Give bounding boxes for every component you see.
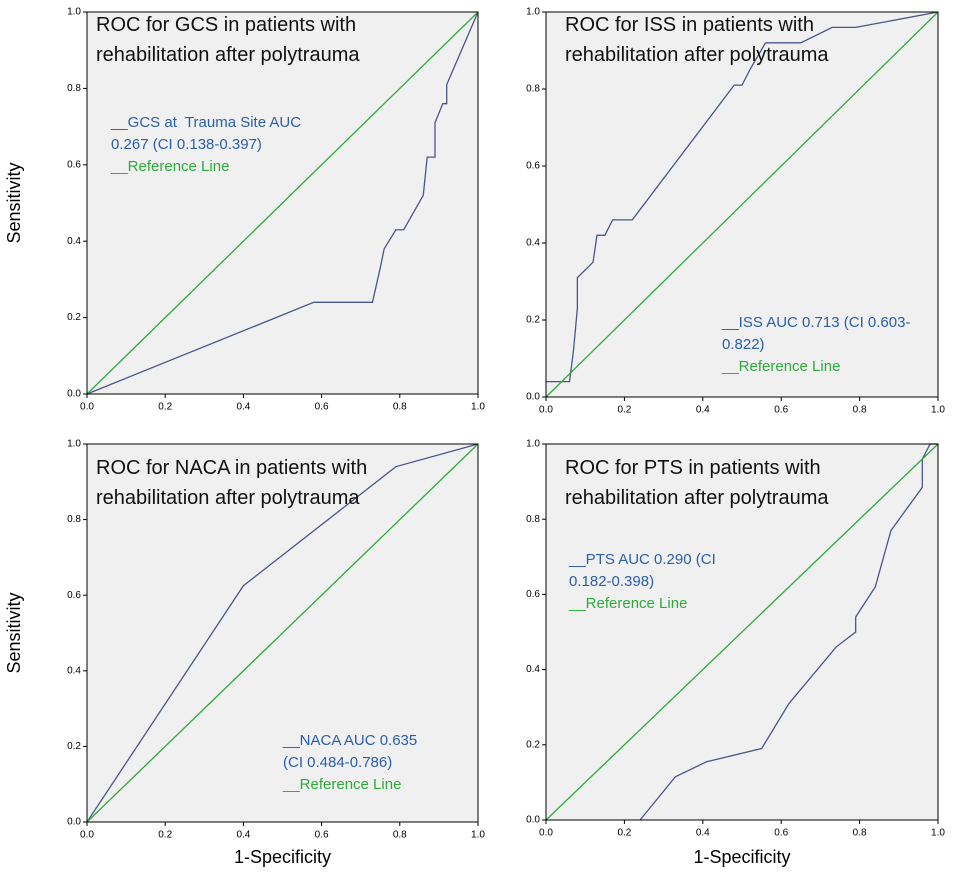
x-axis-label: 1-Specificity xyxy=(693,847,790,867)
y-tick-label: 1.0 xyxy=(526,439,540,450)
roc-line xyxy=(86,443,479,823)
x-tick-label: 0.8 xyxy=(853,405,867,416)
x-tick-label: 0.6 xyxy=(315,402,329,413)
roc-line xyxy=(86,443,479,823)
y-tick-label: 0.4 xyxy=(67,236,81,247)
x-tick-label: 1.0 xyxy=(931,405,945,416)
x-tick-label: 1.0 xyxy=(931,828,945,839)
y-tick-label: 0.2 xyxy=(67,312,81,323)
y-tick-label: 0.6 xyxy=(67,159,81,170)
x-tick-label: 0.8 xyxy=(853,828,867,839)
legend-entry: __ISS AUC 0.713 (CI 0.603-0.822) xyxy=(722,314,911,353)
x-tick-label: 0.8 xyxy=(393,830,407,841)
chart-title: ROC for GCS in patients with rehabilitat… xyxy=(96,14,360,66)
x-tick-label: 0.4 xyxy=(236,830,250,841)
x-tick-label: 0.4 xyxy=(696,828,710,839)
legend: __PTS AUC 0.290 (CI 0.182-0.398) __Refere… xyxy=(569,549,739,615)
x-tick-label: 0.6 xyxy=(774,828,788,839)
y-axis-label: Sensitivity xyxy=(4,162,24,243)
y-tick-label: 0.6 xyxy=(526,161,540,172)
legend-entry: __PTS AUC 0.290 (CI 0.182-0.398) xyxy=(569,551,720,590)
x-tick-label: 0.0 xyxy=(80,402,94,413)
legend-entry: __GCS at Trauma Site AUC 0.267 (CI 0.138… xyxy=(111,114,306,153)
x-tick-label: 0.2 xyxy=(617,405,631,416)
chart-title: ROC for NACA in patients with rehabilita… xyxy=(96,457,368,509)
y-tick-label: 0.2 xyxy=(67,741,81,752)
x-tick-label: 0.0 xyxy=(539,405,553,416)
x-tick-label: 1.0 xyxy=(471,830,485,841)
y-tick-label: 1.0 xyxy=(526,7,540,18)
chart-title: ROC for ISS in patients with rehabilitat… xyxy=(565,14,829,66)
legend-entry: __Reference Line xyxy=(283,776,402,793)
plot-frame xyxy=(545,11,939,398)
legend: __ISS AUC 0.713 (CI 0.603-0.822) __Refere… xyxy=(722,312,937,378)
y-tick-label: 0.8 xyxy=(67,83,81,94)
roc-line xyxy=(86,11,479,395)
y-tick-label: 0.4 xyxy=(526,238,540,249)
x-tick-label: 1.0 xyxy=(471,402,485,413)
y-tick-label: 0.2 xyxy=(526,315,540,326)
y-tick-label: 0.8 xyxy=(67,514,81,525)
y-axis-label: Sensitivity xyxy=(4,592,24,673)
y-tick-label: 0.0 xyxy=(67,817,81,828)
legend-entry: __Reference Line xyxy=(722,358,841,375)
plot-frame xyxy=(86,11,479,395)
x-tick-label: 0.8 xyxy=(393,402,407,413)
legend-entry: __Reference Line xyxy=(569,595,688,612)
x-tick-label: 0.2 xyxy=(158,830,172,841)
x-tick-label: 0.4 xyxy=(696,405,710,416)
y-tick-label: 1.0 xyxy=(67,7,81,18)
legend-entry: __Reference Line xyxy=(111,158,230,175)
y-tick-label: 0.0 xyxy=(67,389,81,400)
y-tick-label: 0.8 xyxy=(526,84,540,95)
x-axis-label: 1-Specificity xyxy=(234,847,331,867)
roc-line xyxy=(639,443,938,821)
roc-line xyxy=(545,443,939,821)
y-tick-label: 0.2 xyxy=(526,739,540,750)
x-tick-label: 0.0 xyxy=(80,830,94,841)
plot-frame xyxy=(545,443,939,821)
legend-entry: __NACA AUC 0.635 (CI 0.484-0.786) xyxy=(283,732,422,771)
x-tick-label: 0.0 xyxy=(539,828,553,839)
chart-title: ROC for PTS in patients with rehabilitat… xyxy=(565,457,829,509)
x-tick-label: 0.2 xyxy=(158,402,172,413)
x-tick-label: 0.2 xyxy=(617,828,631,839)
y-tick-label: 0.4 xyxy=(526,664,540,675)
y-tick-label: 1.0 xyxy=(67,439,81,450)
roc-line xyxy=(86,11,479,395)
plot-frame xyxy=(86,443,479,823)
roc-line xyxy=(545,11,939,398)
y-tick-label: 0.6 xyxy=(67,590,81,601)
x-tick-label: 0.4 xyxy=(236,402,250,413)
legend: __GCS at Trauma Site AUC 0.267 (CI 0.138… xyxy=(111,112,326,178)
y-tick-label: 0.4 xyxy=(67,665,81,676)
y-tick-label: 0.0 xyxy=(526,392,540,403)
y-tick-label: 0.6 xyxy=(526,589,540,600)
x-tick-label: 0.6 xyxy=(315,830,329,841)
legend: __NACA AUC 0.635 (CI 0.484-0.786) __Refer… xyxy=(283,730,428,796)
x-tick-label: 0.6 xyxy=(774,405,788,416)
roc-line xyxy=(546,11,939,383)
y-tick-label: 0.0 xyxy=(526,815,540,826)
y-tick-label: 0.8 xyxy=(526,514,540,525)
